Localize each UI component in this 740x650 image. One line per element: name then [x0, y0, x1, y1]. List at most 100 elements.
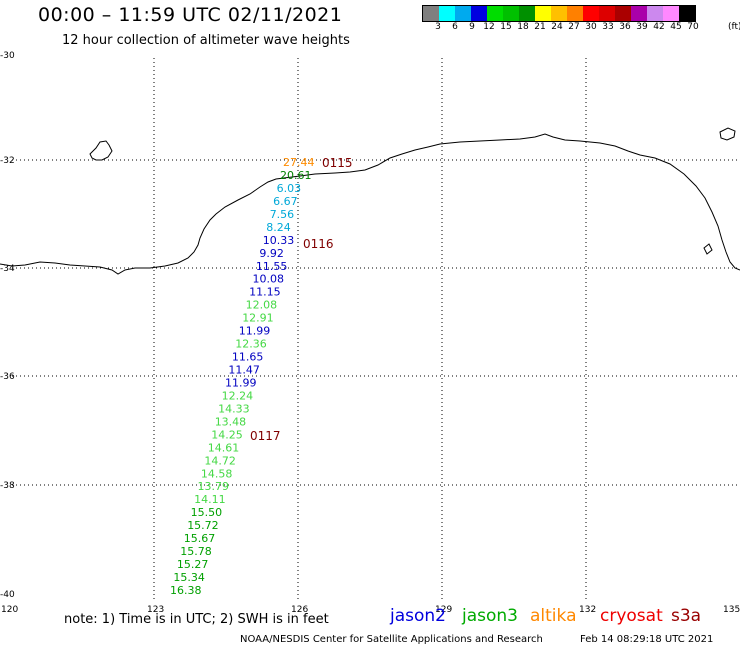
map-title: 00:00 – 11:59 UTC 02/11/2021	[38, 4, 343, 26]
wave-height-label: 12.08	[246, 299, 278, 312]
wave-height-label: 11.99	[239, 325, 270, 338]
longitude-label: 129	[435, 605, 452, 615]
wave-height-label: 15.27	[177, 558, 209, 571]
wave-height-label: 9.92	[259, 247, 284, 260]
coastline	[0, 133, 740, 275]
wave-height-label: 27.44	[283, 156, 315, 169]
wave-height-label: 13.79	[198, 480, 230, 493]
wave-height-label: 14.11	[194, 493, 226, 506]
credit-text: NOAA/NESDIS Center for Satellite Applica…	[240, 634, 543, 645]
wave-height-label: 6.67	[273, 195, 298, 208]
latitude-label: -32	[0, 156, 15, 166]
color-swatch	[631, 6, 647, 21]
time-labels: 0115 0116 0117	[250, 156, 353, 443]
color-swatch	[423, 6, 439, 21]
color-swatch	[519, 6, 535, 21]
island-outline	[719, 127, 736, 141]
wave-height-label: 14.33	[218, 402, 250, 415]
color-scale-label: 3	[435, 22, 441, 32]
note-text: note: 1) Time is in UTC; 2) SWH is in fe…	[64, 612, 329, 627]
pass-time-label: 0117	[250, 429, 281, 443]
wave-height-label: 6.03	[277, 182, 302, 195]
measurement-track: 27.4420.616.036.677.568.2410.339.9211.55…	[170, 156, 315, 597]
color-swatch	[583, 6, 599, 21]
color-scale-label: 6	[452, 22, 458, 32]
wave-height-label: 14.61	[208, 441, 240, 454]
legend-jason3: jason3	[462, 606, 518, 626]
wave-height-label: 15.50	[191, 506, 223, 519]
color-swatch	[551, 6, 567, 21]
color-scale-label: 27	[568, 22, 580, 32]
color-scale-labels: 3 6 9 12 15 18 21 24 27 30 33 36 39 42 45 70	[422, 22, 722, 34]
color-scale-label: 42	[653, 22, 665, 32]
map-subtitle: 12 hour collection of altimeter wave hei…	[62, 33, 350, 48]
legend-s3a: s3a	[671, 606, 702, 626]
wave-height-label: 10.33	[263, 234, 295, 247]
wave-height-label: 14.25	[211, 428, 243, 441]
wave-height-label: 15.78	[180, 545, 212, 558]
color-scale-label: 12	[483, 22, 495, 32]
color-scale-label: 15	[500, 22, 512, 32]
wave-height-label: 8.24	[266, 221, 291, 234]
wave-height-label: 16.38	[170, 584, 202, 597]
wave-height-label: 15.34	[173, 571, 205, 584]
color-scale-label: 30	[585, 22, 597, 32]
color-scale-label: 24	[551, 22, 563, 32]
longitude-label: 126	[291, 605, 308, 615]
wave-height-label: 14.72	[204, 454, 236, 467]
color-scale-label: 36	[619, 22, 631, 32]
wave-height-label: 11.55	[256, 260, 288, 273]
color-swatch	[567, 6, 583, 21]
color-swatch	[503, 6, 519, 21]
longitude-label: 132	[579, 605, 596, 615]
color-swatch	[663, 6, 679, 21]
color-scale-bar	[422, 5, 696, 22]
color-swatch	[599, 6, 615, 21]
color-scale-label: 21	[534, 22, 546, 32]
latitude-label: -34	[0, 264, 15, 274]
wave-height-label: 11.99	[225, 377, 257, 390]
latitude-label: -36	[0, 372, 15, 382]
legend-jason2: jason2	[390, 606, 446, 626]
latitude-label: -38	[0, 481, 15, 491]
color-scale-label: 18	[517, 22, 529, 32]
legend-cryosat: cryosat	[600, 606, 663, 626]
wave-height-label: 12.24	[222, 390, 254, 403]
wave-height-label: 13.48	[215, 415, 247, 428]
wave-height-label: 14.58	[201, 467, 233, 480]
wave-height-label: 15.72	[187, 519, 219, 532]
color-swatch	[471, 6, 487, 21]
color-swatch	[535, 6, 551, 21]
color-swatch	[439, 6, 455, 21]
color-scale-unit: (ft)	[728, 22, 740, 32]
color-swatch	[647, 6, 663, 21]
color-swatch	[679, 6, 695, 21]
wave-height-label: 10.08	[253, 273, 285, 286]
legend-altika: altika	[530, 606, 577, 626]
color-swatch	[487, 6, 503, 21]
color-scale-label: 70	[687, 22, 699, 32]
wave-height-label: 12.36	[235, 338, 266, 351]
pass-time-label: 0116	[303, 237, 334, 251]
longitude-label: 135	[723, 605, 740, 615]
latitude-label: -30	[0, 51, 15, 61]
island-outline	[703, 243, 713, 255]
longitude-label: 123	[147, 605, 164, 615]
longitude-label: 120	[1, 605, 18, 615]
graticule: -30 -32 -34 -36 -38 -40 120 123 126 129 132 135	[0, 51, 740, 615]
wave-height-label: 12.91	[242, 312, 274, 325]
wave-height-label: 20.61	[280, 169, 312, 182]
wave-height-label: 11.15	[249, 286, 281, 299]
color-scale-label: 9	[469, 22, 475, 32]
latitude-label: -40	[0, 590, 15, 600]
island-outline	[89, 140, 113, 161]
color-swatch	[615, 6, 631, 21]
wave-height-label: 11.47	[228, 364, 260, 377]
pass-time-label: 0115	[322, 156, 353, 170]
color-scale-label: 33	[602, 22, 614, 32]
wave-height-label: 11.65	[232, 351, 264, 364]
color-scale-label: 39	[636, 22, 648, 32]
color-swatch	[455, 6, 471, 21]
wave-height-label: 15.67	[184, 532, 216, 545]
